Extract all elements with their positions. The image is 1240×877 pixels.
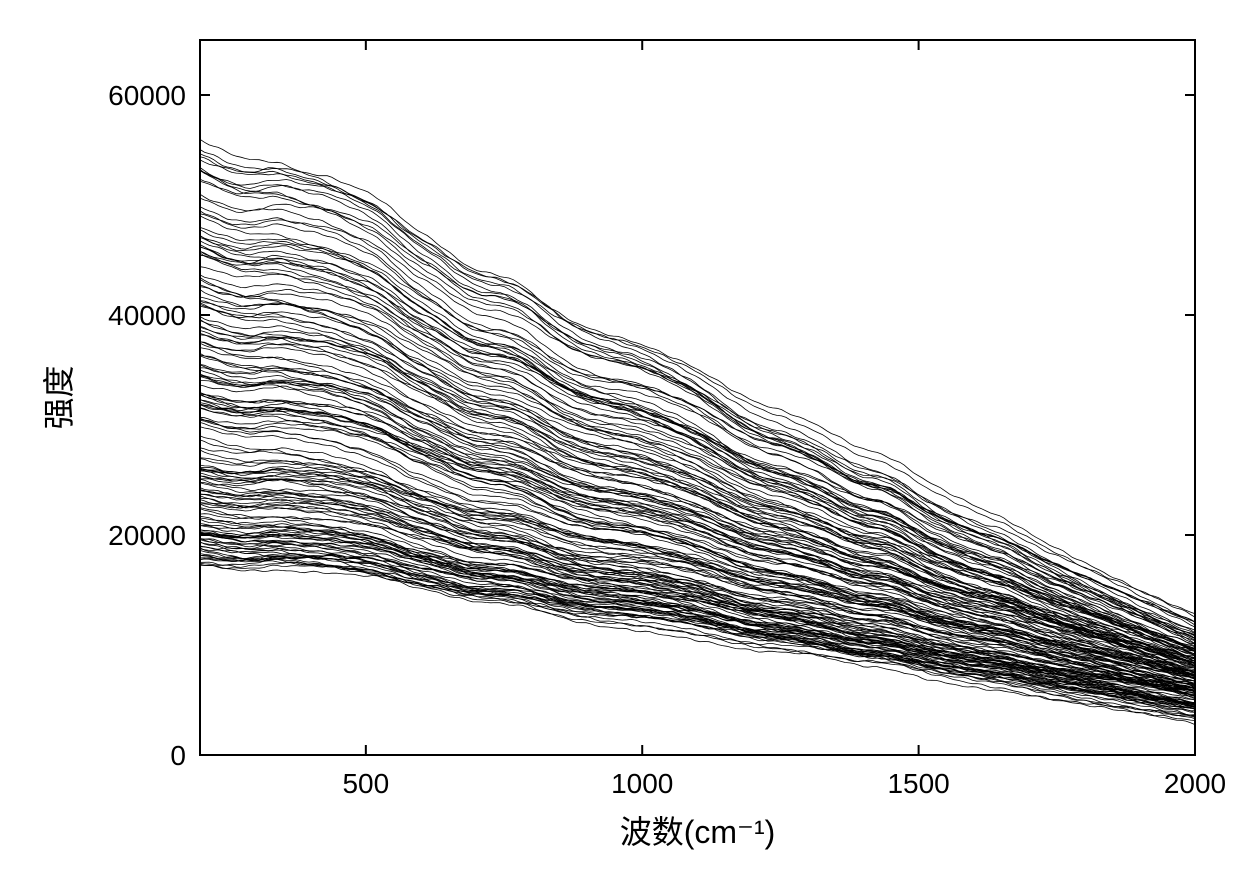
y-tick-label: 40000 [108,300,186,331]
y-tick-label: 20000 [108,520,186,551]
y-tick-label: 60000 [108,80,186,111]
y-axis-label: 强度 [41,365,77,429]
spectrum-line [200,211,1195,640]
y-tick-label: 0 [170,740,186,771]
x-tick-label: 1500 [887,768,949,799]
x-axis-label: 波数(cm⁻¹) [620,814,776,850]
x-tick-label: 2000 [1164,768,1226,799]
spectrum-line [200,181,1195,622]
spectrum-line [200,251,1195,655]
x-tick-label: 500 [342,768,389,799]
chart-container: 5001000150020000200004000060000波数(cm⁻¹)强… [0,0,1240,877]
spectra-series-group [200,139,1195,724]
spectrum-line [200,473,1195,676]
axes-group: 5001000150020000200004000060000波数(cm⁻¹)强… [41,40,1226,850]
spectrum-line [200,565,1195,691]
x-tick-label: 1000 [611,768,673,799]
spectrum-line [200,139,1195,622]
spectrum-line [200,465,1195,684]
plot-frame [200,40,1195,755]
spectrum-line [200,267,1195,631]
raman-spectra-chart: 5001000150020000200004000060000波数(cm⁻¹)强… [0,0,1240,877]
spectrum-line [200,422,1195,689]
